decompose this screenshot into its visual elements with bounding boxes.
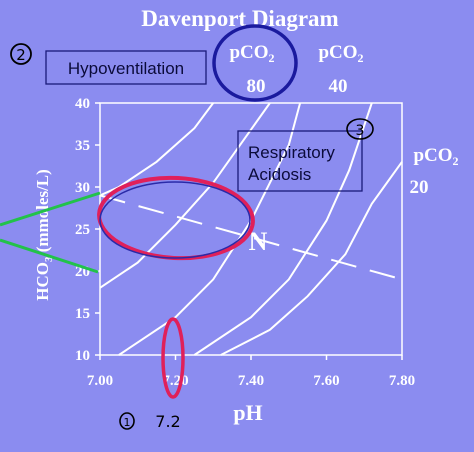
- hypoventilation-box: [45, 50, 207, 85]
- respiratory-acidosis-box: [237, 130, 363, 192]
- isobar-line-3: [220, 161, 403, 356]
- isobar-line-2: [99, 102, 271, 289]
- step1-circle: [119, 412, 135, 430]
- x-tick-label-4: 7.60: [313, 373, 339, 389]
- pco2-40-sub: 2: [358, 51, 364, 65]
- y-tick-label-5: 30: [75, 180, 90, 196]
- pco2-20-title: pCO: [413, 145, 452, 166]
- pco2-40-label: pCO2: [318, 42, 363, 65]
- pco2-80-label: pCO2: [229, 42, 274, 65]
- pco2-80-sub: 2: [269, 51, 275, 65]
- y-tick-label-6: 35: [75, 138, 90, 154]
- pco2-40-title: pCO: [318, 42, 357, 63]
- step2-number: 2: [16, 46, 26, 64]
- y-tick-label-4: 25: [75, 222, 90, 238]
- isobar-line-1: [118, 102, 302, 356]
- normal-point-label: N: [249, 227, 268, 256]
- hypoventilation-label: Hypoventilation: [68, 59, 184, 78]
- y-tick-label-2: 15: [75, 306, 90, 322]
- pco2-20-sub: 2: [453, 154, 459, 168]
- green-pointer-upper: [0, 191, 101, 227]
- step1-value: 7.2: [155, 412, 180, 431]
- x-tick-label-1: 7.00: [87, 373, 113, 389]
- handwritten-marks: 2 3 1 7.2: [0, 24, 374, 431]
- x-tick-label-3: 7.40: [238, 373, 264, 389]
- isobar-lines: [99, 102, 403, 356]
- y-axis-label-main: HCO: [33, 262, 52, 301]
- pco2-80-title: pCO: [229, 42, 268, 63]
- x-axis-label: pH: [233, 400, 262, 425]
- isobar-line-5: [193, 102, 373, 356]
- pco2-20-value: 20: [410, 177, 429, 198]
- step3-circle: [346, 118, 374, 140]
- pco2-40-value: 40: [329, 76, 348, 97]
- step1-number: 1: [124, 416, 131, 429]
- y-tick-label-1: 10: [75, 348, 90, 364]
- pco2-20-label: pCO2: [413, 145, 458, 168]
- buffer-line: [99, 194, 403, 281]
- respiratory-label-line1: Respiratory: [248, 143, 335, 162]
- isobar-line-4: [99, 102, 215, 197]
- respiratory-label-line2: Acidosis: [248, 165, 311, 184]
- y-tick-label-7: 40: [75, 96, 90, 112]
- x-tick-label-5: 7.80: [389, 373, 415, 389]
- pco2-80-circle: [212, 24, 298, 102]
- acidosis-region-circle-inner: [99, 181, 251, 259]
- x-tick-labels: 7.00 7.20 7.40 7.60 7.80: [87, 355, 415, 389]
- respiratory-acidosis-annotation: Respiratory Acidosis: [237, 130, 363, 192]
- pco2-80-value: 80: [247, 76, 266, 97]
- acidosis-region-circle: [97, 175, 255, 261]
- hypoventilation-annotation: Hypoventilation: [45, 50, 207, 85]
- step3-number: 3: [356, 123, 365, 139]
- step2-circle: [10, 43, 32, 65]
- y-axis-label: HCO3 (mmoles/L): [33, 169, 55, 301]
- y-axis-label-sub: 3: [43, 256, 55, 262]
- green-pointer-lower: [0, 238, 99, 274]
- ph-720-circle: [161, 317, 185, 399]
